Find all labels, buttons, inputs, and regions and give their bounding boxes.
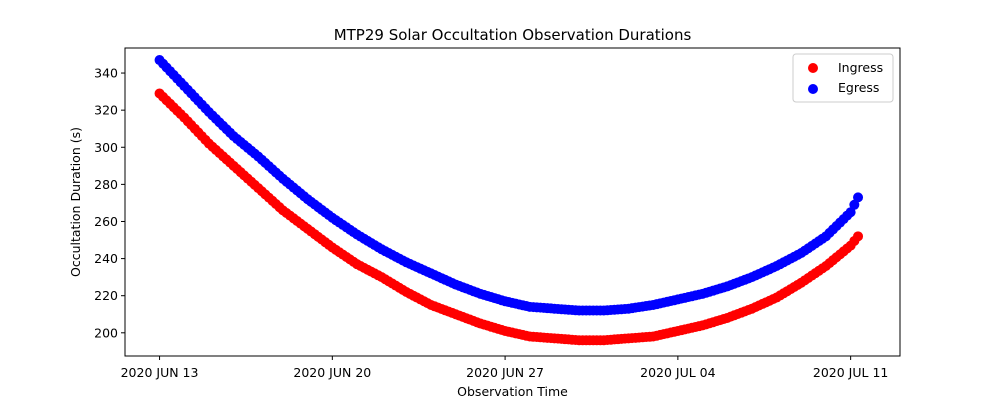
y-axis: 200 220 240 260 280 300 320 340 xyxy=(94,66,125,340)
x-tick-label: 2020 JUL 04 xyxy=(640,365,716,380)
x-axis-label: Observation Time xyxy=(457,384,568,399)
y-tick-label: 220 xyxy=(94,288,118,303)
series-layer xyxy=(154,55,864,346)
legend-label-egress: Egress xyxy=(838,80,879,95)
x-tick-label: 2020 JUL 11 xyxy=(813,365,888,380)
y-tick-label: 260 xyxy=(94,214,118,229)
plot-frame xyxy=(124,47,901,357)
x-axis: 2020 JUN 13 2020 JUN 20 2020 JUN 27 2020 JU… xyxy=(121,356,888,380)
x-tick-label: 2020 JUN 20 xyxy=(293,365,371,380)
y-tick-label: 320 xyxy=(94,103,118,118)
y-axis-label: Occultation Duration (s) xyxy=(68,127,83,277)
series-ingress xyxy=(154,88,864,346)
x-tick-label: 2020 JUN 27 xyxy=(466,365,544,380)
data-point xyxy=(853,192,864,203)
legend-marker-ingress xyxy=(808,63,818,73)
legend-marker-egress xyxy=(808,84,818,94)
series-egress xyxy=(154,55,864,316)
legend: Ingress Egress xyxy=(792,53,894,103)
data-point xyxy=(849,199,860,210)
data-point xyxy=(845,207,856,218)
x-tick-label: 2020 JUN 13 xyxy=(121,365,199,380)
y-tick-label: 200 xyxy=(94,325,118,340)
y-tick-label: 280 xyxy=(94,177,118,192)
chart-title: MTP29 Solar Occultation Observation Dura… xyxy=(334,26,692,44)
y-tick-label: 300 xyxy=(94,140,118,155)
legend-box xyxy=(792,53,894,103)
data-point xyxy=(853,231,864,242)
legend-label-ingress: Ingress xyxy=(838,60,883,75)
y-tick-label: 340 xyxy=(94,66,118,81)
y-tick-label: 240 xyxy=(94,251,118,266)
